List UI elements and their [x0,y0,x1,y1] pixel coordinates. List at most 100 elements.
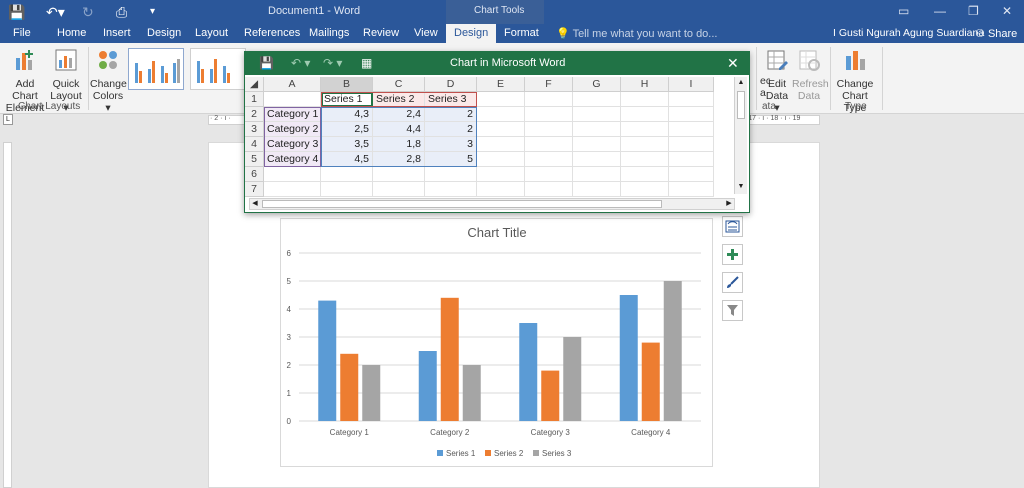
chart-elements-button[interactable] [722,244,743,265]
spreadsheet-cell[interactable] [621,182,669,197]
tab-chart-design[interactable]: Design [446,24,497,43]
column-header[interactable]: I [669,77,714,92]
column-header[interactable]: G [573,77,621,92]
spreadsheet-cell[interactable] [621,167,669,182]
minimize-icon[interactable]: — [934,4,946,18]
row-header[interactable]: 5 [245,152,264,167]
spreadsheet-cell[interactable]: Category 3 [264,137,321,152]
change-chart-type-button[interactable]: Change Chart Type [832,48,878,114]
spreadsheet-cell[interactable]: 2 [425,107,477,122]
spreadsheet-cell[interactable] [621,92,669,107]
scroll-up-icon[interactable]: ▲ [737,79,745,86]
chart-style-1[interactable] [128,48,184,90]
excel-save-icon[interactable]: 💾 [259,56,274,70]
chart-filters-button[interactable] [722,300,743,321]
spreadsheet-cell[interactable] [373,182,425,197]
spreadsheet-cell[interactable] [573,137,621,152]
spreadsheet-cell[interactable] [525,107,573,122]
spreadsheet-cell[interactable] [264,167,321,182]
tab-references[interactable]: References [244,27,301,39]
undo-icon[interactable]: ↶▾ [46,4,65,20]
layout-options-button[interactable] [722,216,743,237]
spreadsheet-cell[interactable] [525,137,573,152]
chart-data-close-icon[interactable]: ✕ [727,55,739,71]
column-header[interactable]: A [264,77,321,92]
spreadsheet-cell[interactable]: 2,4 [373,107,425,122]
user-name[interactable]: I Gusti Ngurah Agung Suardiana [833,27,985,39]
scroll-left-icon[interactable]: ◀ [252,200,258,207]
row-header[interactable]: 1 [245,92,264,107]
tab-home[interactable]: Home [57,27,87,39]
spreadsheet-cell[interactable] [477,92,525,107]
restore-icon[interactable]: ❐ [968,4,979,18]
spreadsheet-cell[interactable]: Category 4 [264,152,321,167]
column-header[interactable]: E [477,77,525,92]
spreadsheet-cell[interactable] [525,92,573,107]
spreadsheet-cell[interactable] [621,122,669,137]
spreadsheet-cell[interactable] [669,152,714,167]
spreadsheet-cell[interactable] [573,122,621,137]
tab-file[interactable]: File [13,27,31,39]
spreadsheet-cell[interactable] [525,152,573,167]
chart-data-titlebar[interactable]: 💾 ↶ ▾ ↷ ▾ ▦ Chart in Microsoft Word ✕ [245,52,749,75]
tab-format[interactable]: Format [504,27,539,39]
spreadsheet-cell[interactable] [477,182,525,197]
spreadsheet-cell[interactable] [669,107,714,122]
tab-insert[interactable]: Insert [103,27,131,39]
horizontal-scrollbar[interactable]: ◀ ▶ [249,198,735,210]
row-header[interactable]: 3 [245,122,264,137]
spreadsheet-cell[interactable]: Series 3 [425,92,477,107]
spreadsheet-cell[interactable]: 4,4 [373,122,425,137]
spreadsheet-cell[interactable] [477,152,525,167]
select-all-corner[interactable]: ◢ [245,77,264,92]
excel-undo-icon[interactable]: ↶ ▾ [291,56,311,70]
spreadsheet-cell[interactable] [669,122,714,137]
spreadsheet-cell[interactable] [525,167,573,182]
column-header[interactable]: H [621,77,669,92]
spreadsheet-cell[interactable] [264,182,321,197]
spreadsheet-cell[interactable]: 4,3 [321,107,373,122]
spreadsheet-cell[interactable] [573,107,621,122]
row-header[interactable]: 2 [245,107,264,122]
horizontal-scroll-thumb[interactable] [262,200,662,208]
share-button[interactable]: ⚇ Share [975,27,1017,40]
spreadsheet-cell[interactable] [477,122,525,137]
close-window-icon[interactable]: ✕ [1002,4,1013,18]
spreadsheet-cell[interactable]: Category 2 [264,122,321,137]
spreadsheet-cell[interactable] [477,167,525,182]
excel-redo-icon[interactable]: ↷ ▾ [323,56,343,70]
spreadsheet-cell[interactable] [573,167,621,182]
spreadsheet-cell[interactable] [573,152,621,167]
spreadsheet-cell[interactable]: Series 2 [373,92,425,107]
spreadsheet-cell[interactable]: 2,8 [373,152,425,167]
spreadsheet-cell[interactable] [425,182,477,197]
tab-design[interactable]: Design [147,27,182,39]
quick-layout-button[interactable]: Quick Layout ▾ [48,48,84,114]
ribbon-display-icon[interactable]: ▭ [898,4,910,18]
tab-review[interactable]: Review [363,27,400,39]
spreadsheet-cell[interactable] [264,92,321,107]
spreadsheet-cell[interactable] [425,167,477,182]
spreadsheet-cell[interactable] [669,92,714,107]
spreadsheet-cell[interactable] [321,182,373,197]
chart-styles-button[interactable] [722,272,743,293]
spreadsheet-cell[interactable]: 3,5 [321,137,373,152]
scroll-down-icon[interactable]: ▼ [737,183,745,190]
column-header[interactable]: C [373,77,425,92]
column-header[interactable]: B [321,77,373,92]
spreadsheet-cell[interactable] [321,167,373,182]
spreadsheet-cell[interactable] [525,182,573,197]
spreadsheet-cell[interactable] [621,107,669,122]
chart-styles-gallery[interactable] [128,48,246,94]
spreadsheet-cell[interactable]: 1,8 [373,137,425,152]
spreadsheet-cell[interactable] [669,137,714,152]
column-header[interactable]: D [425,77,477,92]
row-header[interactable]: 6 [245,167,264,182]
tab-mailings[interactable]: Mailings [309,27,350,39]
vertical-scrollbar[interactable]: ▲ ▼ [734,77,747,194]
tab-layout[interactable]: Layout [195,27,229,39]
change-colors-button[interactable]: Change Colors ▾ [90,48,127,114]
spreadsheet-cell[interactable]: Category 1 [264,107,321,122]
vertical-scroll-thumb[interactable] [737,91,745,119]
redo-icon[interactable]: ↻ [82,4,94,20]
